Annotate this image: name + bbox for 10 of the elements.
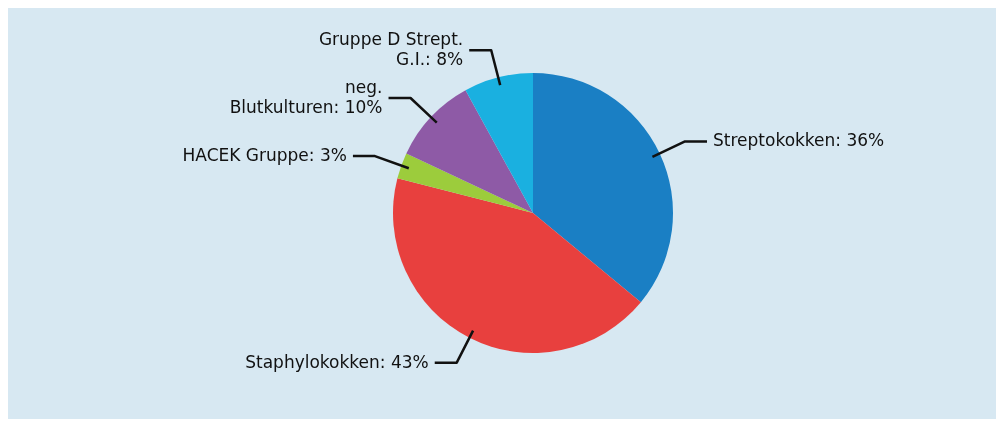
slice-label: HACEK Gruppe: 3%	[182, 145, 347, 166]
slice-label: Gruppe D Strept. G.I.: 8%	[318, 29, 464, 70]
pie-slice	[533, 73, 673, 303]
slice-label: neg. Blutkulturen: 10%	[229, 77, 383, 117]
slice-label: Staphylokokken: 43%	[245, 351, 429, 372]
pie-slice	[393, 178, 641, 353]
slice-label: Streptokokken: 36%	[713, 130, 885, 151]
pie-slice	[406, 90, 533, 213]
pie-slice	[465, 73, 533, 213]
pie-slice	[397, 153, 533, 213]
